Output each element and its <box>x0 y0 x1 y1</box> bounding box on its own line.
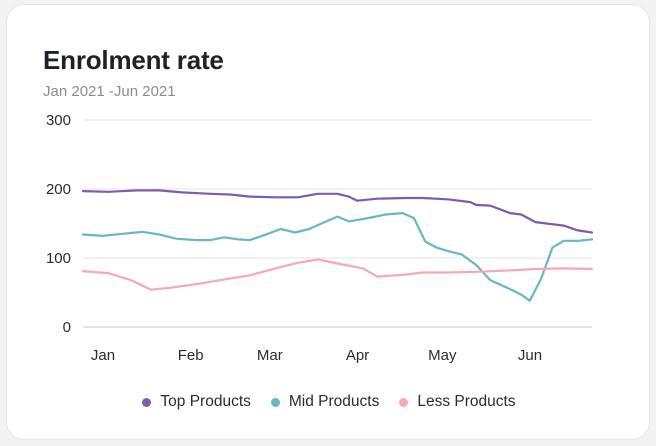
series-line-mid-products <box>81 212 594 302</box>
x-tick-label: Jun <box>518 347 542 364</box>
chart-legend: Top Products Mid Products Less Products <box>7 393 651 411</box>
series-line-top-products <box>81 189 594 234</box>
x-tick-label: Jan <box>91 347 115 364</box>
chart-subtitle: Jan 2021 -Jun 2021 <box>43 83 176 100</box>
legend-label-less-products: Less Products <box>417 393 516 410</box>
legend-item-less-products[interactable]: Less Products <box>399 393 516 411</box>
y-tick-label: 100 <box>46 250 71 267</box>
chart-title: Enrolment rate <box>43 45 224 75</box>
x-tick-label: Apr <box>346 347 369 364</box>
x-tick-label: May <box>428 347 457 364</box>
x-tick-label: Mar <box>257 347 283 364</box>
chart-card: Enrolment rate Jan 2021 -Jun 2021 0 100 20… <box>6 4 650 440</box>
y-tick-label: 300 <box>46 112 71 129</box>
legend-label-top-products: Top Products <box>160 393 251 410</box>
y-tick-label: 0 <box>63 319 71 336</box>
legend-item-mid-products[interactable]: Mid Products <box>270 393 380 411</box>
series-line-less-products <box>81 258 594 291</box>
legend-marker-mid-products <box>270 397 280 407</box>
legend-marker-top-products <box>142 397 152 407</box>
line-chart: 0 100 200 300 Jan Feb Mar Apr May Jun <box>46 112 594 364</box>
legend-label-mid-products: Mid Products <box>288 393 380 410</box>
legend-item-top-products[interactable]: Top Products <box>142 393 251 411</box>
legend-marker-less-products <box>399 397 409 407</box>
y-tick-label: 200 <box>46 181 71 198</box>
x-tick-label: Feb <box>178 347 204 364</box>
